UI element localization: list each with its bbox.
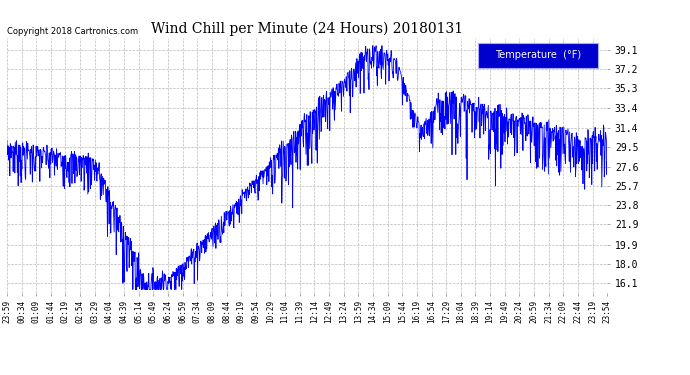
Title: Wind Chill per Minute (24 Hours) 20180131: Wind Chill per Minute (24 Hours) 2018013… [151,22,463,36]
Text: Copyright 2018 Cartronics.com: Copyright 2018 Cartronics.com [7,27,138,36]
